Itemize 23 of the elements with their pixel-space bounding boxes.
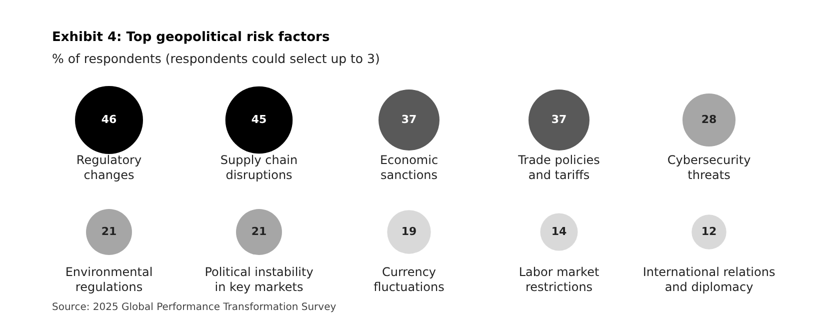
data-label: 28 xyxy=(701,112,717,126)
data-label: 12 xyxy=(701,224,717,238)
text: Exhibit 4: Top geopolitical risk factors xyxy=(52,30,330,45)
category-label: Currency fluctuations xyxy=(374,264,444,294)
category-label: Regulatory changes xyxy=(76,153,142,182)
data-label: 37 xyxy=(401,112,417,126)
category-label: International relations and diplomacy xyxy=(642,264,776,294)
category-label: Supply chain disruptions xyxy=(220,153,298,182)
data-label: 46 xyxy=(101,112,117,126)
data-label: 21 xyxy=(101,224,117,238)
source-note: Source: 2025 Global Performance Transformation Survey xyxy=(52,302,336,313)
category-label: Cybersecurity threats xyxy=(667,153,751,182)
data-label: 21 xyxy=(251,224,267,238)
category-label: Political instability in key markets xyxy=(204,264,314,294)
data-label: 37 xyxy=(551,112,567,126)
category-label: Labor market restrictions xyxy=(518,264,600,294)
category-label: Environmental regulations xyxy=(65,264,153,294)
data-label: 19 xyxy=(401,224,417,238)
text: % of respondents (respondents could select up to 3) xyxy=(52,51,380,66)
data-label: 14 xyxy=(551,224,567,238)
category-label: Economic sanctions xyxy=(380,153,438,182)
data-label: 45 xyxy=(251,112,267,126)
category-label: Trade policies and tariffs xyxy=(517,153,600,182)
